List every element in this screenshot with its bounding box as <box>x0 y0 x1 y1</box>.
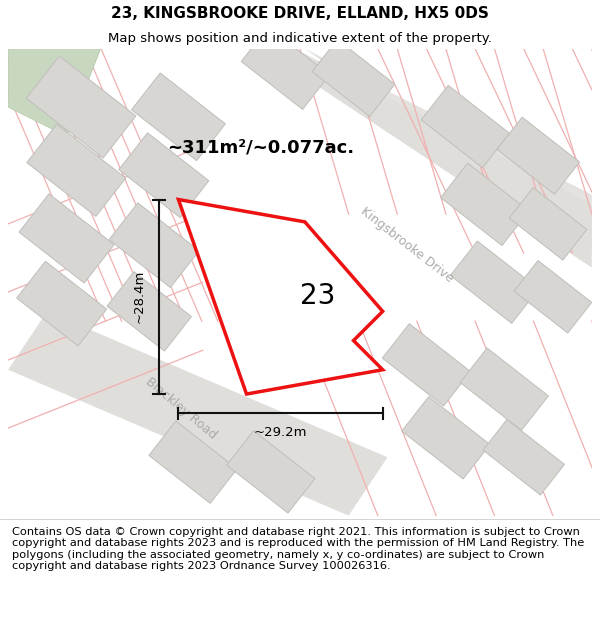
Polygon shape <box>261 49 592 253</box>
Polygon shape <box>382 324 470 406</box>
Polygon shape <box>109 203 199 288</box>
Polygon shape <box>17 261 107 346</box>
Polygon shape <box>261 49 592 268</box>
Polygon shape <box>107 272 191 351</box>
Polygon shape <box>509 188 587 260</box>
Polygon shape <box>19 194 114 283</box>
Text: ~29.2m: ~29.2m <box>254 426 307 439</box>
Polygon shape <box>440 163 529 246</box>
Text: Blackley Road: Blackley Road <box>143 375 220 442</box>
Text: ~311m²/~0.077ac.: ~311m²/~0.077ac. <box>167 139 355 157</box>
Polygon shape <box>402 397 490 479</box>
Polygon shape <box>131 73 226 161</box>
Text: Kingsbrooke Drive: Kingsbrooke Drive <box>358 205 456 286</box>
Polygon shape <box>514 261 592 333</box>
Polygon shape <box>312 39 395 116</box>
Polygon shape <box>8 311 388 516</box>
Polygon shape <box>227 431 315 513</box>
Text: 23, KINGSBROOKE DRIVE, ELLAND, HX5 0DS: 23, KINGSBROOKE DRIVE, ELLAND, HX5 0DS <box>111 6 489 21</box>
Polygon shape <box>119 133 209 218</box>
Polygon shape <box>483 419 565 495</box>
Polygon shape <box>149 421 237 503</box>
Polygon shape <box>8 49 101 136</box>
Polygon shape <box>421 86 509 168</box>
Text: 23: 23 <box>300 282 335 311</box>
Polygon shape <box>451 241 539 323</box>
Polygon shape <box>178 199 383 394</box>
Polygon shape <box>27 124 126 216</box>
Polygon shape <box>241 27 329 109</box>
Text: ~28.4m: ~28.4m <box>133 270 146 324</box>
Text: Contains OS data © Crown copyright and database right 2021. This information is : Contains OS data © Crown copyright and d… <box>12 526 584 571</box>
Polygon shape <box>26 56 136 158</box>
Text: Map shows position and indicative extent of the property.: Map shows position and indicative extent… <box>108 31 492 44</box>
Polygon shape <box>460 348 548 431</box>
Polygon shape <box>497 118 580 194</box>
